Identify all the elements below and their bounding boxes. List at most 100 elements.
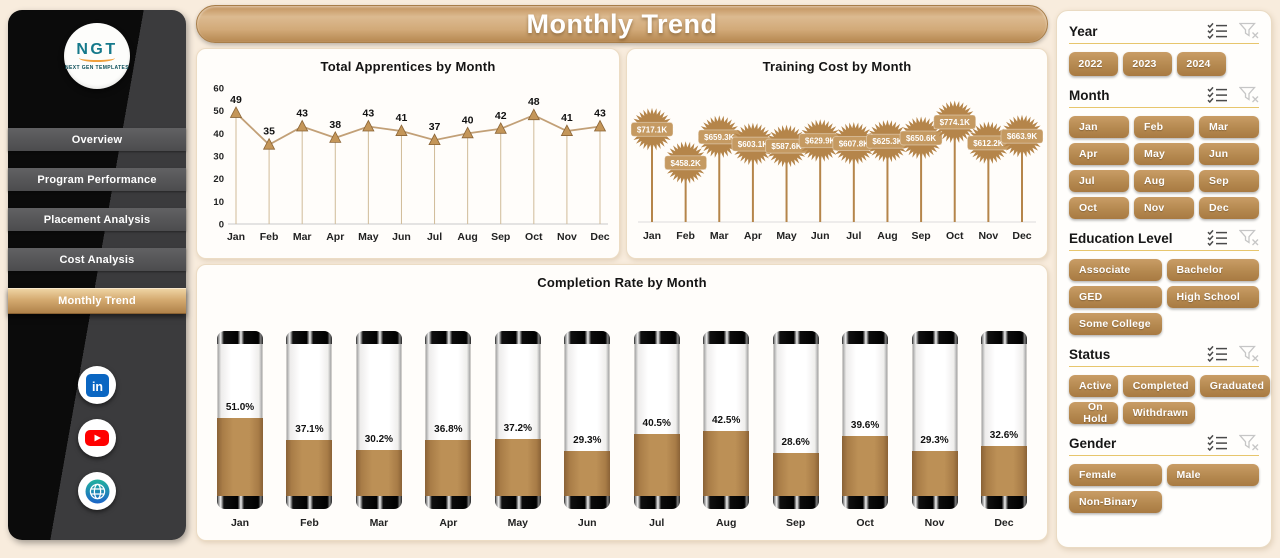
filter-option-mar[interactable]: Mar [1199, 116, 1259, 138]
tube-cap-bottom [911, 496, 958, 509]
completion-bar-oct: 39.6% Oct [842, 331, 889, 530]
tube-cap-bottom [494, 496, 541, 509]
linkedin-icon[interactable]: in [78, 366, 116, 404]
thermometer-tube: 29.3% [564, 331, 611, 509]
filter-option-dec[interactable]: Dec [1199, 197, 1259, 219]
social-links: in [8, 366, 186, 510]
tube-cap-top [217, 331, 263, 344]
svg-text:Nov: Nov [557, 231, 577, 243]
filter-option-apr[interactable]: Apr [1069, 143, 1129, 165]
thermometer-tube: 37.2% [494, 331, 541, 509]
thermometer-tube: 32.6% [980, 331, 1027, 509]
filter-option-sep[interactable]: Sep [1199, 170, 1259, 192]
sidebar-item-program-performance[interactable]: Program Performance [8, 168, 186, 191]
youtube-icon[interactable] [78, 419, 116, 457]
filter-options-month: Jan Feb Mar Apr May Jun Jul Aug Sep Oct Nov Dec [1069, 116, 1259, 219]
completion-rate-bars: 51.0% Jan 37.1% Feb 30.2% Mar 36.8% Apr 37.2% May… [217, 331, 1027, 530]
completion-value-label: 37.1% [295, 424, 324, 435]
filter-section-status: Status Active Completed Graduated On Hold Wit… [1069, 345, 1271, 425]
svg-text:$717.1K: $717.1K [637, 125, 667, 134]
tube-cap-bottom [703, 496, 750, 509]
completion-value-label: 51.0% [225, 402, 255, 413]
svg-text:Dec: Dec [590, 231, 609, 243]
svg-text:42: 42 [495, 110, 507, 122]
filter-option-on-hold[interactable]: On Hold [1069, 401, 1118, 425]
clear-filter-icon[interactable] [1239, 229, 1259, 246]
filter-option-jun[interactable]: Jun [1199, 143, 1259, 165]
filter-option-associate[interactable]: Associate [1069, 259, 1162, 281]
completion-value-label: 29.3% [920, 435, 949, 446]
filter-option-completed[interactable]: Completed [1122, 375, 1195, 397]
month-label: Feb [300, 517, 319, 529]
filter-option-2023[interactable]: 2023 [1123, 52, 1172, 76]
select-all-icon[interactable] [1207, 86, 1228, 103]
filter-option-high-school[interactable]: High School [1166, 286, 1259, 308]
svg-text:Sep: Sep [911, 230, 930, 242]
filter-option-some-college[interactable]: Some College [1069, 313, 1162, 335]
select-all-icon[interactable] [1207, 22, 1228, 39]
filter-option-ged[interactable]: GED [1069, 286, 1162, 308]
svg-text:50: 50 [213, 106, 224, 117]
filter-option-may[interactable]: May [1134, 143, 1194, 165]
svg-text:Jun: Jun [811, 230, 830, 242]
sidebar-item-placement-analysis[interactable]: Placement Analysis [8, 208, 186, 231]
filter-header-year: Year [1069, 22, 1259, 44]
filter-option-jan[interactable]: Jan [1069, 116, 1129, 138]
completion-value-label: 36.8% [434, 424, 463, 435]
logo-text: NGT [76, 40, 118, 58]
svg-text:35: 35 [263, 126, 275, 138]
clear-filter-icon[interactable] [1239, 345, 1259, 362]
completion-bar-jun: 29.3% Jun [564, 331, 611, 530]
completion-rate-chart-panel: Completion Rate by Month 51.0% Jan 37.1% Fe… [196, 264, 1048, 541]
select-all-icon[interactable] [1207, 434, 1228, 451]
tube-fill [842, 436, 889, 496]
clear-filter-icon[interactable] [1239, 86, 1259, 103]
filter-option-active[interactable]: Active [1069, 375, 1118, 397]
filter-option-male[interactable]: Male [1166, 464, 1259, 486]
clear-filter-icon[interactable] [1239, 434, 1259, 451]
completion-value-label: 39.6% [850, 420, 880, 431]
filter-option-nov[interactable]: Nov [1134, 197, 1194, 219]
filter-option-2024[interactable]: 2024 [1177, 52, 1226, 76]
filter-option-oct[interactable]: Oct [1069, 197, 1129, 219]
svg-text:48: 48 [528, 96, 540, 108]
tube-cap-top [425, 331, 472, 344]
filter-option-female[interactable]: Female [1069, 464, 1162, 486]
tube-cap-bottom [425, 496, 472, 509]
filter-option-aug[interactable]: Aug [1134, 170, 1194, 192]
filter-option-feb[interactable]: Feb [1134, 116, 1194, 138]
svg-text:43: 43 [296, 108, 308, 120]
tube-cap-top [286, 331, 333, 344]
thermometer-tube: 51.0% [217, 331, 263, 509]
svg-text:60: 60 [213, 84, 224, 95]
clear-filter-icon[interactable] [1239, 22, 1259, 39]
filter-option-jul[interactable]: Jul [1069, 170, 1129, 192]
tube-cap-bottom [355, 496, 402, 509]
training-cost-chart-panel: Training Cost by Month $717.1K Jan $458.2K… [626, 48, 1048, 259]
apprentices-line-chart: 0 10 20 30 40 50 60 49 Jan 35 Feb 43 Mar 38 Apr 43 May 41… [213, 84, 609, 244]
filter-option-bachelor[interactable]: Bachelor [1166, 259, 1259, 281]
svg-text:$629.9K: $629.9K [805, 137, 835, 146]
tube-fill [911, 451, 958, 496]
svg-text:Apr: Apr [744, 230, 762, 242]
select-all-icon[interactable] [1207, 345, 1228, 362]
svg-text:41: 41 [396, 112, 408, 124]
sidebar-nav: Overview Program Performance Placement Ana… [8, 128, 186, 314]
svg-text:Sep: Sep [491, 231, 510, 243]
sidebar-item-cost-analysis[interactable]: Cost Analysis [8, 248, 186, 271]
tube-cap-top [980, 331, 1027, 344]
completion-bar-jan: 51.0% Jan [217, 331, 263, 530]
sidebar-item-monthly-trend[interactable]: Monthly Trend [8, 288, 186, 314]
filter-option-non-binary[interactable]: Non-Binary [1069, 491, 1162, 513]
website-globe-icon[interactable] [78, 472, 116, 510]
tube-cap-bottom [633, 496, 680, 509]
month-label: Jun [577, 517, 597, 529]
select-all-icon[interactable] [1207, 229, 1228, 246]
filter-option-graduated[interactable]: Graduated [1199, 375, 1271, 397]
sidebar-item-overview[interactable]: Overview [8, 128, 186, 151]
filter-option-withdrawn[interactable]: Withdrawn [1122, 402, 1195, 424]
filter-option-2022[interactable]: 2022 [1069, 52, 1118, 76]
month-label: Apr [439, 517, 458, 529]
filter-header-icons [1207, 434, 1259, 451]
filter-section-month: Month Jan Feb Mar Apr May Jun Jul Aug Sep Oct Nov De… [1069, 86, 1259, 219]
